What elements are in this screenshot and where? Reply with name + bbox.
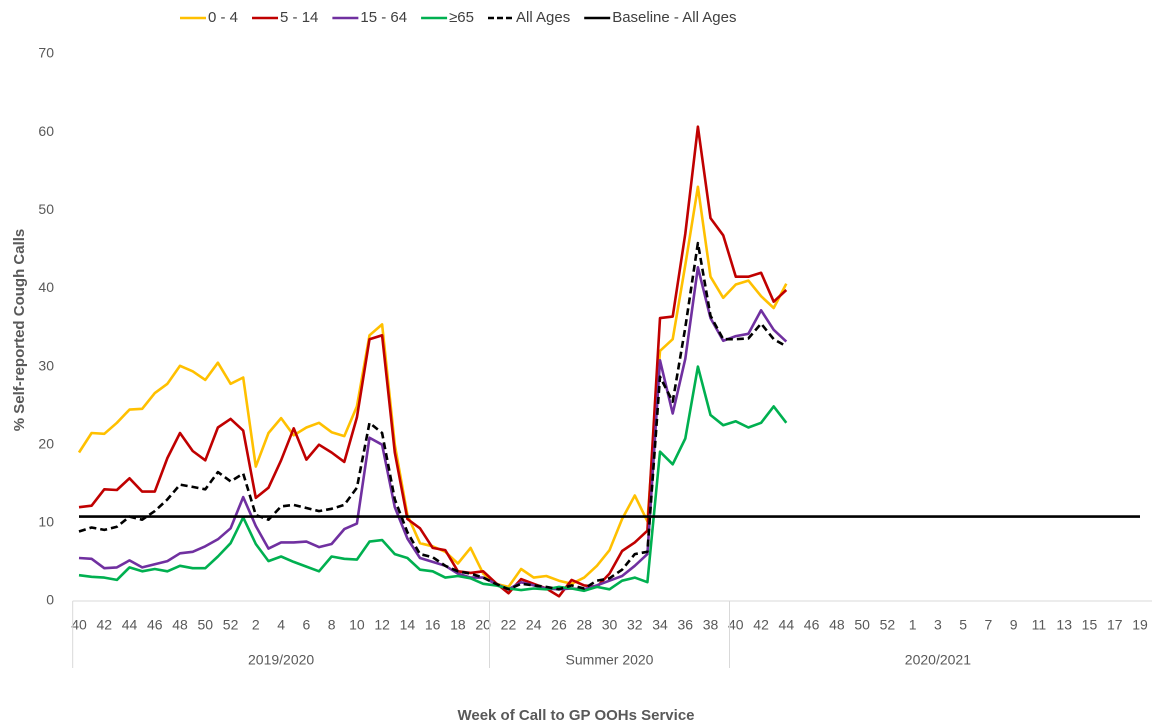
- x-axis-title: Week of Call to GP OOHs Service: [457, 707, 694, 724]
- x-tick-label: 11: [1032, 617, 1047, 633]
- x-tick-label: 40: [71, 617, 87, 633]
- legend-label: All Ages: [516, 9, 570, 26]
- x-tick-label: 16: [425, 617, 441, 633]
- legend-label: 0 - 4: [208, 9, 238, 26]
- x-tick-label: 26: [551, 617, 567, 633]
- x-tick-label: 32: [627, 617, 643, 633]
- x-tick-label: 12: [374, 617, 390, 633]
- x-tick-label: 40: [728, 617, 744, 633]
- x-tick-label: 30: [602, 617, 618, 633]
- y-tick-label: 40: [38, 279, 54, 295]
- x-tick-label: 34: [652, 617, 668, 633]
- x-tick-label: 46: [804, 617, 820, 633]
- x-tick-label: 36: [677, 617, 693, 633]
- series-line: [77, 185, 788, 589]
- y-tick-label: 70: [38, 45, 54, 61]
- x-tick-label: 44: [122, 617, 138, 633]
- x-tick-label: 3: [934, 617, 942, 633]
- x-tick-label: 17: [1107, 617, 1123, 633]
- x-tick-label: 48: [172, 617, 188, 633]
- group-label: 2020/2021: [905, 652, 971, 668]
- x-tick-label: 28: [576, 617, 592, 633]
- x-tick-label: 52: [880, 617, 896, 633]
- series-line: [78, 266, 788, 591]
- group-label: Summer 2020: [566, 652, 654, 668]
- x-tick-label: 50: [854, 617, 870, 633]
- x-tick-label: 42: [96, 617, 112, 633]
- y-tick-label: 20: [38, 435, 54, 451]
- x-tick-label: 38: [703, 617, 719, 633]
- legend-label: 15 - 64: [360, 9, 407, 26]
- x-tick-label: 13: [1056, 617, 1072, 633]
- y-tick-label: 30: [38, 357, 54, 373]
- y-tick-label: 0: [46, 592, 54, 608]
- x-tick-label: 4: [277, 617, 285, 633]
- x-tick-label: 46: [147, 617, 163, 633]
- x-tick-label: 8: [328, 617, 336, 633]
- x-tick-label: 19: [1132, 617, 1148, 633]
- group-label: 2019/2020: [248, 652, 314, 668]
- x-tick-label: 44: [779, 617, 795, 633]
- series-line: [78, 125, 788, 598]
- y-axis-title: % Self-reported Cough Calls: [11, 229, 28, 432]
- x-tick-label: 42: [753, 617, 769, 633]
- x-tick-label: 7: [985, 617, 993, 633]
- x-tick-label: 20: [475, 617, 491, 633]
- x-tick-label: 5: [959, 617, 967, 633]
- y-tick-label: 60: [38, 123, 54, 139]
- x-tick-label: 50: [198, 617, 214, 633]
- x-tick-label: 1: [909, 617, 917, 633]
- series-line: [78, 365, 788, 593]
- x-tick-label: 2: [252, 617, 260, 633]
- x-tick-label: 22: [501, 617, 517, 633]
- x-tick-label: 52: [223, 617, 239, 633]
- x-tick-label: 48: [829, 617, 845, 633]
- series-line: [78, 241, 787, 591]
- x-tick-label: 10: [349, 617, 365, 633]
- x-tick-label: 9: [1010, 617, 1018, 633]
- legend-label: ≥65: [449, 9, 474, 26]
- x-tick-label: 24: [526, 617, 542, 633]
- legend-label: Baseline - All Ages: [612, 9, 736, 26]
- x-tick-label: 6: [302, 617, 310, 633]
- x-tick-label: 18: [450, 617, 466, 633]
- y-tick-label: 50: [38, 201, 54, 217]
- y-tick-label: 10: [38, 514, 54, 530]
- x-tick-label: 15: [1082, 617, 1098, 633]
- x-tick-label: 14: [400, 617, 416, 633]
- legend-label: 5 - 14: [280, 9, 318, 26]
